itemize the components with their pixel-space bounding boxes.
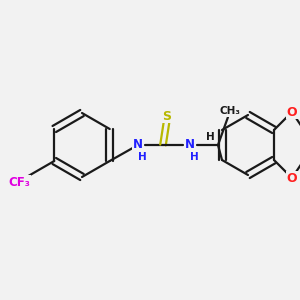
Text: N: N [185, 139, 195, 152]
Text: CF₃: CF₃ [8, 176, 30, 188]
Text: O: O [287, 106, 297, 118]
Text: H: H [206, 132, 214, 142]
Text: H: H [190, 152, 198, 162]
Text: H: H [138, 152, 146, 162]
Text: S: S [163, 110, 172, 122]
Text: N: N [133, 139, 143, 152]
Text: O: O [287, 172, 297, 184]
Text: CH₃: CH₃ [220, 106, 241, 116]
